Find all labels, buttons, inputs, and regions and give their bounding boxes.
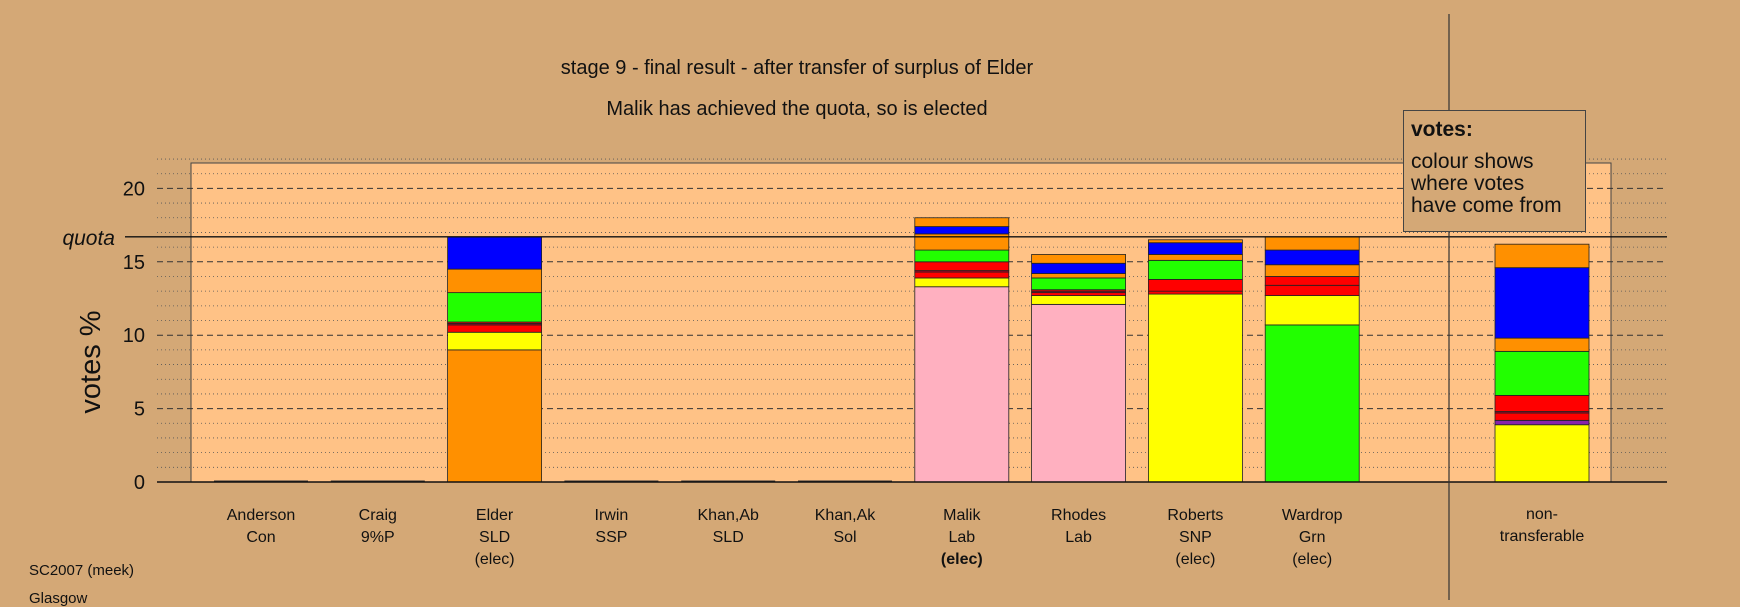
y-axis-label: votes %	[75, 310, 107, 413]
bar-segment	[1148, 279, 1243, 292]
plot-area	[190, 162, 1612, 483]
x-category-label: Con	[246, 529, 275, 546]
bar-segment	[1031, 295, 1126, 305]
bar-segment	[914, 249, 1010, 263]
x-category-label: Wardrop	[1282, 507, 1343, 524]
labels: 0 5 10 15 20 Anderson Con Craig 9%P Elder SLD (elec…	[123, 178, 1585, 568]
bar-segment	[914, 286, 1010, 483]
bar-segment	[914, 261, 1010, 272]
x-category-label: Roberts	[1167, 507, 1223, 524]
bar-segment	[447, 236, 543, 270]
plot-background	[190, 162, 1612, 483]
bar-segment	[1264, 276, 1360, 286]
x-category-label: Lab	[948, 529, 975, 546]
x-category-label: (elec)	[941, 551, 983, 568]
footer-ward: Glasgow	[29, 590, 88, 607]
bar-segment	[1148, 239, 1243, 244]
x-category-label: (elec)	[1292, 551, 1332, 568]
x-category-label: (elec)	[1175, 551, 1215, 568]
x-category-label: non-	[1526, 506, 1558, 523]
footer-method: SC2007 (meek)	[29, 562, 135, 579]
y-tick-label: 15	[123, 252, 145, 274]
x-category-label: Grn	[1299, 529, 1326, 546]
legend-line: have come from	[1411, 194, 1562, 217]
bar-segment	[1264, 264, 1360, 277]
x-category-label: Khan,Ak	[815, 507, 876, 524]
bar-segment	[1264, 236, 1360, 251]
bars	[214, 217, 1590, 483]
chart-title: stage 9 - final result - after transfer …	[561, 57, 1034, 79]
x-category-label: Sol	[833, 529, 856, 546]
chart-subtitle: Malik has achieved the quota, so is elec…	[606, 98, 987, 120]
x-category-label: SSP	[595, 529, 627, 546]
bar-segment	[447, 349, 543, 483]
bar-segment	[914, 236, 1010, 251]
legend-title: votes:	[1411, 118, 1473, 141]
bar-segment	[914, 271, 1010, 279]
bar-segment	[447, 324, 543, 333]
x-category-label: 9%P	[361, 529, 395, 546]
x-category-label: Lab	[1065, 529, 1092, 546]
bar-segment	[1494, 337, 1590, 352]
bar-segment	[1264, 284, 1360, 296]
bar-segment	[1494, 419, 1590, 426]
bar-segment	[1264, 324, 1360, 483]
x-category-label: (elec)	[475, 551, 515, 568]
x-category-label: Malik	[943, 507, 981, 524]
legend-line: colour shows	[1411, 150, 1534, 173]
bar-segment	[1264, 249, 1360, 266]
bar-segment	[1264, 295, 1360, 326]
bar-segment	[1494, 394, 1590, 412]
bar-segment	[1148, 242, 1243, 255]
x-category-label: Craig	[359, 507, 397, 524]
bar-segment	[447, 292, 543, 323]
bar-segment	[1148, 259, 1243, 280]
x-category-label: SLD	[713, 529, 744, 546]
bar-segment	[1494, 350, 1590, 396]
bar-segment	[1494, 267, 1590, 339]
grid-lines	[157, 158, 1667, 468]
bar-segment	[1148, 290, 1243, 295]
bar-segment	[1031, 273, 1126, 279]
x-category-label: transferable	[1500, 528, 1585, 545]
bar-segment	[914, 217, 1010, 227]
y-tick-label: 0	[134, 472, 145, 494]
bar-segment	[447, 268, 543, 294]
bar-segment	[1148, 293, 1243, 483]
bar-segment	[1031, 262, 1126, 274]
bar-segment	[1494, 412, 1590, 421]
bar-segment	[1031, 292, 1126, 296]
legend: votes: colour shows where votes have com…	[1403, 110, 1586, 232]
bar-segment	[447, 331, 543, 351]
bar-segment	[914, 226, 1010, 235]
bar-segment	[1494, 243, 1590, 269]
x-category-label: Elder	[476, 507, 514, 524]
x-category-label: Anderson	[227, 507, 296, 524]
y-tick-label: 10	[123, 325, 145, 347]
x-category-label: SNP	[1179, 529, 1212, 546]
x-category-label: Irwin	[595, 507, 629, 524]
quota-label: quota	[62, 227, 115, 250]
x-category-label: Khan,Ab	[698, 507, 759, 524]
bar-segment	[1031, 254, 1126, 264]
y-tick-label: 20	[123, 178, 145, 200]
x-category-label: Rhodes	[1051, 507, 1106, 524]
legend-line: where votes	[1411, 172, 1525, 195]
bar-segment	[914, 277, 1010, 288]
y-tick-label: 5	[134, 399, 145, 421]
bar-segment	[1031, 303, 1126, 483]
bar-segment	[1494, 424, 1590, 483]
x-category-label: SLD	[479, 529, 510, 546]
bar-segment	[1031, 277, 1126, 291]
bar-segment	[1148, 254, 1243, 261]
